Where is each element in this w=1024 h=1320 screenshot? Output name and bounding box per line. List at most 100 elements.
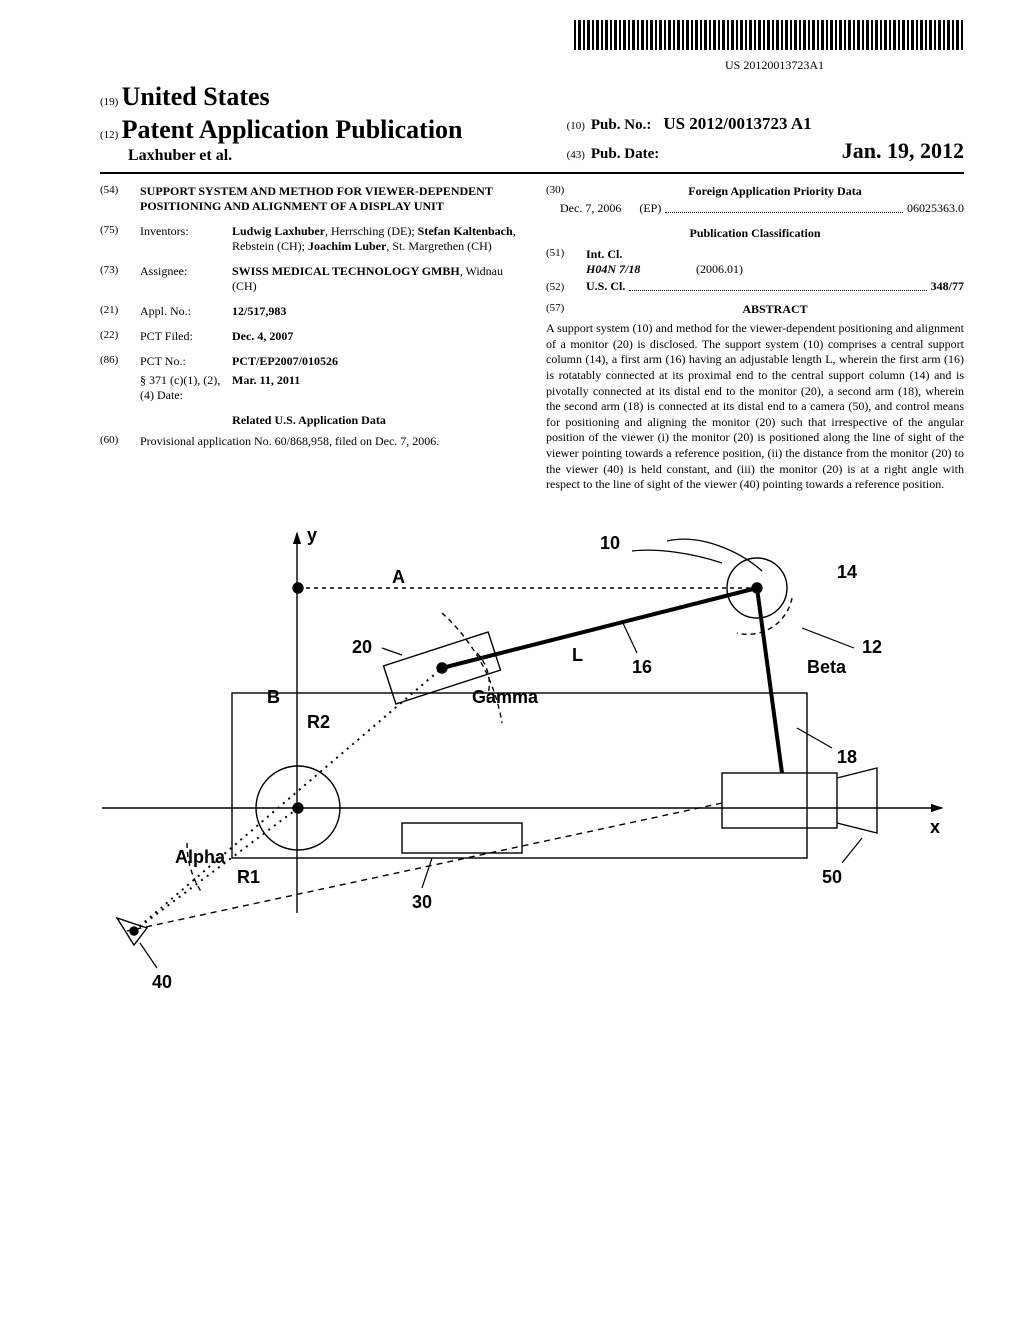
int-cl-label: Int. Cl. (586, 247, 964, 262)
code-75: (75) (100, 224, 140, 254)
fig-ref-12: 12 (862, 637, 882, 657)
fig-ref-18: 18 (837, 747, 857, 767)
fig-label-Beta: Beta (807, 657, 847, 677)
field-52: (52) U.S. Cl. 348/77 (546, 279, 964, 294)
figure-svg: y x A B L Alpha Beta Gamma R1 R2 10 12 1… (102, 513, 962, 993)
patent-page: US 20120013723A1 (19) United States (12)… (0, 0, 1024, 1013)
doc-type-title: Patent Application Publication (122, 115, 463, 144)
biblio-columns: (54) SUPPORT SYSTEM AND METHOD FOR VIEWE… (100, 184, 964, 493)
field-51: (51) Int. Cl. H04N 7/18 (2006.01) (546, 247, 964, 277)
barcode-region (100, 20, 964, 54)
fig-label-B: B (267, 687, 280, 707)
field-73: (73) Assignee: SWISS MEDICAL TECHNOLOGY … (100, 264, 518, 294)
country-title: United States (122, 82, 270, 111)
field-86: (86) PCT No.: PCT/EP2007/010526 (100, 354, 518, 369)
field-86-sub: § 371 (c)(1), (2), (4) Date: Mar. 11, 20… (100, 373, 518, 403)
inv1-loc: , Herrsching (DE); (325, 224, 418, 238)
code-10: (10) (567, 120, 585, 134)
int-cl-class: H04N 7/18 (586, 262, 696, 277)
dot-leader (665, 202, 903, 213)
figure: y x A B L Alpha Beta Gamma R1 R2 10 12 1… (100, 513, 964, 993)
appl-no-value: 12/517,983 (232, 304, 518, 319)
barcode-number: US 20120013723A1 (100, 58, 964, 73)
pct-filed-label: PCT Filed: (140, 329, 232, 344)
code-73: (73) (100, 264, 140, 294)
field-57-head: (57) ABSTRACT (546, 302, 964, 317)
fig-label-Alpha: Alpha (175, 847, 226, 867)
fig-ref-50: 50 (822, 867, 842, 887)
dot-leader-2 (629, 280, 926, 291)
code-86: (86) (100, 354, 140, 369)
code-22: (22) (100, 329, 140, 344)
field-60: (60) Provisional application No. 60/868,… (100, 434, 518, 449)
assignee-value: SWISS MEDICAL TECHNOLOGY GMBH, Widnau (C… (232, 264, 518, 294)
fig-ref-16: 16 (632, 657, 652, 677)
code-57: (57) (546, 302, 586, 317)
inv1-name: Ludwig Laxhuber (232, 224, 325, 238)
fig-label-x: x (930, 817, 940, 837)
right-column: (30) Foreign Application Priority Data D… (546, 184, 964, 493)
header: (19) United States (12) Patent Applicati… (100, 81, 964, 166)
fig-label-L: L (572, 645, 583, 665)
pub-no: US 2012/0013723 A1 (663, 113, 811, 134)
provisional-text: Provisional application No. 60/868,958, … (140, 434, 518, 449)
foreign-cc: (EP) (639, 201, 661, 216)
code-52: (52) (546, 281, 586, 295)
inv3-name: Joachim Luber (308, 239, 386, 253)
int-cl-ver: (2006.01) (696, 262, 743, 277)
pct-no-value: PCT/EP2007/010526 (232, 354, 518, 369)
header-rule (100, 172, 964, 174)
code-51: (51) (546, 247, 586, 277)
foreign-date: Dec. 7, 2006 (560, 201, 621, 216)
appl-no-label: Appl. No.: (140, 304, 232, 319)
fig-label-A: A (392, 567, 405, 587)
authors: Laxhuber et al. (128, 147, 232, 164)
s371-label: § 371 (c)(1), (2), (4) Date: (140, 373, 232, 403)
fig-ref-40: 40 (152, 972, 172, 992)
related-head: Related U.S. Application Data (100, 413, 518, 428)
foreign-num: 06025363.0 (907, 201, 964, 216)
header-left: (19) United States (12) Patent Applicati… (100, 81, 549, 166)
fig-label-R2: R2 (307, 712, 330, 732)
us-cl-label: U.S. Cl. (586, 279, 625, 294)
fig-ref-14: 14 (837, 562, 857, 582)
fig-label-R1: R1 (237, 867, 260, 887)
pub-no-label: Pub. No.: (591, 116, 651, 135)
invention-title: SUPPORT SYSTEM AND METHOD FOR VIEWER-DEP… (140, 184, 518, 214)
pub-date-label: Pub. Date: (591, 145, 659, 164)
code-30: (30) (546, 184, 586, 199)
field-30-row: Dec. 7, 2006 (EP) 06025363.0 (546, 201, 964, 216)
inventors-label: Inventors: (140, 224, 232, 254)
field-54: (54) SUPPORT SYSTEM AND METHOD FOR VIEWE… (100, 184, 518, 214)
abstract-head: ABSTRACT (586, 302, 964, 317)
fig-ref-20: 20 (352, 637, 372, 657)
barcode-graphic (574, 20, 964, 50)
field-30-head: (30) Foreign Application Priority Data (546, 184, 964, 199)
us-cl-value: 348/77 (931, 279, 964, 294)
assignee-label: Assignee: (140, 264, 232, 294)
fig-label-Gamma: Gamma (472, 687, 539, 707)
code-43: (43) (567, 149, 585, 163)
s371-value: Mar. 11, 2011 (232, 373, 518, 403)
pubclass-head: Publication Classification (546, 226, 964, 241)
code-54: (54) (100, 184, 140, 214)
abstract-text: A support system (10) and method for the… (546, 321, 964, 493)
fig-ref-10: 10 (600, 533, 620, 553)
fig-ref-30: 30 (412, 892, 432, 912)
code-21: (21) (100, 304, 140, 319)
assignee-name: SWISS MEDICAL TECHNOLOGY GMBH (232, 264, 460, 278)
pct-no-label: PCT No.: (140, 354, 232, 369)
field-21: (21) Appl. No.: 12/517,983 (100, 304, 518, 319)
field-75: (75) Inventors: Ludwig Laxhuber, Herrsch… (100, 224, 518, 254)
code-19: (19) (100, 96, 118, 108)
code-12: (12) (100, 129, 118, 141)
fig-label-y: y (307, 525, 317, 545)
header-right: (10) Pub. No.: US 2012/0013723 A1 (43) P… (567, 113, 964, 166)
field-22: (22) PCT Filed: Dec. 4, 2007 (100, 329, 518, 344)
inventors-value: Ludwig Laxhuber, Herrsching (DE); Stefan… (232, 224, 518, 254)
left-column: (54) SUPPORT SYSTEM AND METHOD FOR VIEWE… (100, 184, 518, 493)
code-60: (60) (100, 434, 140, 449)
foreign-priority-head: Foreign Application Priority Data (586, 184, 964, 199)
inv3-loc: , St. Margrethen (CH) (386, 239, 491, 253)
pct-filed-value: Dec. 4, 2007 (232, 329, 518, 344)
